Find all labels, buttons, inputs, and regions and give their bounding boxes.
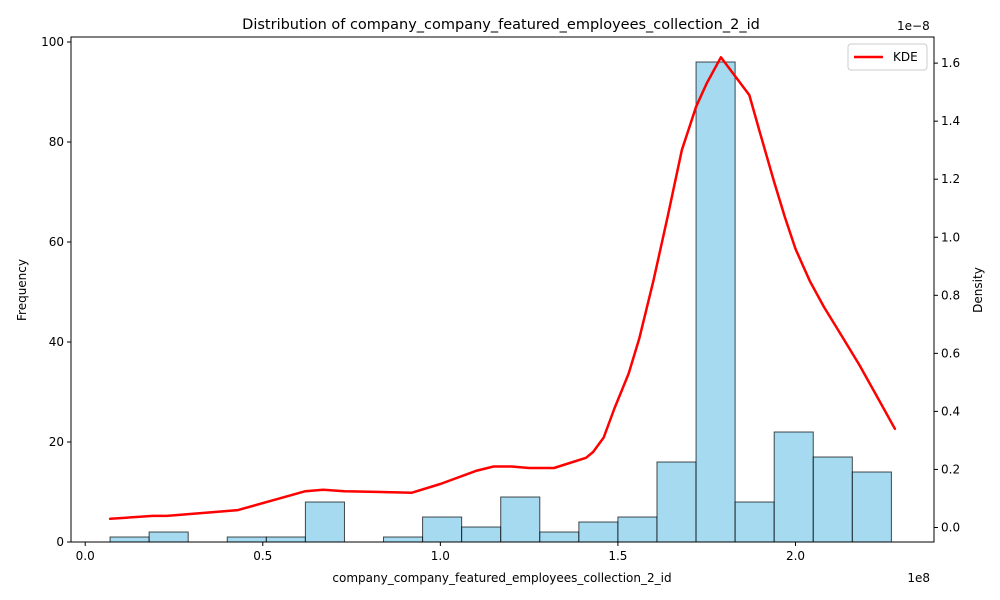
x-axis-ticks: 0.0 0.5 1.0 1.5 2.0 — [76, 542, 805, 563]
legend: KDE — [847, 43, 928, 71]
histogram-bar — [851, 471, 892, 543]
histogram-bar — [656, 461, 697, 543]
y2-tick-label: 0.2 — [941, 462, 960, 476]
x-axis-exponent: 1e8 — [907, 571, 930, 585]
histogram-bar — [539, 531, 580, 543]
y2-tick-label: 0.4 — [941, 404, 960, 418]
histogram-bar — [500, 496, 541, 543]
y2-axis-label: Density — [971, 267, 985, 313]
legend-box — [847, 43, 928, 71]
histogram-bar — [695, 61, 736, 543]
histogram-bar — [422, 516, 463, 543]
histogram-bar — [773, 431, 814, 543]
y2-tick-label: 0.6 — [941, 346, 960, 360]
histogram-bar — [109, 536, 150, 543]
y2-tick-label: 0.0 — [941, 520, 960, 534]
x-tick-label: 1.5 — [608, 549, 627, 563]
histogram-bar — [812, 456, 853, 543]
x-tick-label: 2.0 — [786, 549, 805, 563]
y2-tick-label: 1.2 — [941, 172, 960, 186]
histogram-bar — [578, 521, 619, 543]
histogram-bar — [383, 536, 424, 543]
histogram-bar — [734, 501, 775, 543]
histogram-bar — [617, 516, 658, 543]
kde-layer — [108, 56, 897, 521]
y-tick-label: 60 — [49, 235, 64, 249]
y2-axis-exponent: 1e−8 — [897, 19, 930, 33]
legend-kde-label: KDE — [893, 50, 918, 64]
x-tick-label: 0.0 — [76, 549, 95, 563]
y-axis-ticks: 0 20 40 60 80 100 — [41, 35, 71, 549]
y-tick-label: 20 — [49, 435, 64, 449]
y2-tick-label: 1.4 — [941, 114, 960, 128]
x-tick-label: 1.0 — [431, 549, 450, 563]
chart-title: Distribution of company_company_featured… — [242, 17, 760, 33]
y-tick-label: 100 — [41, 35, 64, 49]
histogram-bar — [304, 501, 345, 543]
x-tick-label: 0.5 — [253, 549, 272, 563]
y2-tick-label: 1.6 — [941, 56, 960, 70]
y2-tick-label: 1.0 — [941, 230, 960, 244]
x-axis-label: company_company_featured_employees_colle… — [332, 571, 671, 585]
kde-line — [108, 56, 897, 521]
y-tick-label: 80 — [49, 135, 64, 149]
y-tick-label: 0 — [56, 535, 64, 549]
y2-axis-ticks: 0.0 0.2 0.4 0.6 0.8 1.0 1.2 1.4 1.6 — [934, 56, 960, 534]
y-axis-label: Frequency — [15, 259, 29, 321]
histogram-bar — [226, 536, 267, 543]
plot-frame — [70, 36, 935, 543]
histogram-bar — [265, 536, 306, 543]
histogram-bar — [461, 526, 502, 543]
histogram-bar — [148, 531, 189, 543]
y2-tick-label: 0.8 — [941, 288, 960, 302]
y-tick-label: 40 — [49, 335, 64, 349]
